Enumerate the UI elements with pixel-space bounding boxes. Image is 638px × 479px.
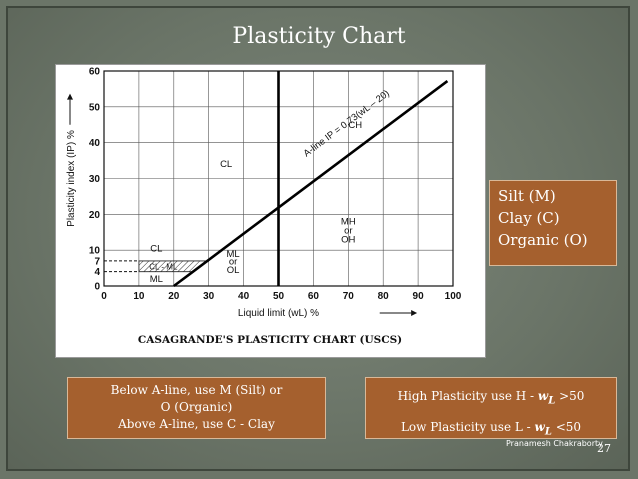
note-right-2-after: <50 [551, 420, 582, 435]
x-tick-label: 70 [343, 291, 355, 302]
region-label: ML [227, 249, 240, 260]
x-tick-label: 40 [238, 291, 250, 302]
y-tick-label: 4 [94, 267, 100, 278]
region-label: CH [348, 120, 362, 131]
region-label: CL [150, 243, 162, 254]
region-label: ML [150, 274, 163, 285]
note-right-2-before: Low Plasticity use L - [400, 420, 535, 435]
x-tick-label: 90 [413, 291, 425, 302]
note-right-line-2: Low Plasticity use L - wL <50 [366, 414, 616, 445]
x-tick-label: 0 [101, 291, 107, 302]
y-axis-arrowhead [67, 93, 73, 100]
plasticity-chart: A-line IP = 0.73(wL – 20) 0 10 20 30 40 50 60 70… [55, 64, 486, 358]
legend-box: Silt (M) Clay (C) Organic (O) [489, 180, 617, 266]
y-tick-label: 0 [94, 282, 100, 293]
region-label: OH [341, 234, 355, 245]
note-left-line-2: O (Organic) [160, 400, 233, 414]
x-axis-arrowhead [411, 310, 418, 316]
note-plasticity-level: High Plasticity use H - wL >50 Low Plast… [365, 377, 617, 439]
note-right-line-1: High Plasticity use H - wL >50 [366, 383, 616, 414]
x-tick-label: 100 [445, 291, 462, 302]
y-tick-label: 20 [89, 210, 101, 221]
note-right-1-sub: L [548, 395, 556, 407]
y-tick-label: 30 [89, 174, 101, 185]
x-axis-label: Liquid limit (wL) % [238, 308, 319, 319]
legend-silt: Silt (M) [498, 187, 556, 205]
a-line-label: A-line IP = 0.73(wL – 20) [302, 88, 392, 159]
region-label: MH [341, 217, 356, 228]
x-tick-label: 80 [378, 291, 390, 302]
legend-organic: Organic (O) [498, 231, 588, 249]
x-tick-label: 50 [273, 291, 285, 302]
note-right-2-sub: L [544, 426, 552, 438]
y-tick-label: 60 [89, 67, 101, 78]
note-right-1-before: High Plasticity use H - [397, 389, 538, 403]
note-left-line-3: Above A-line, use C - Clay [118, 417, 275, 431]
note-right-1-var: w [537, 389, 549, 403]
x-tick-label: 10 [133, 291, 145, 302]
region-label: or [344, 225, 352, 236]
page-number: 27 [597, 442, 611, 455]
slide-title: Plasticity Chart [232, 24, 406, 49]
y-axis-label: Plasticity index (IP) % [66, 130, 77, 227]
x-tick-label: 30 [203, 291, 215, 302]
region-label: or [229, 257, 237, 268]
region-label: CL [220, 159, 232, 170]
region-label: OL [227, 265, 240, 276]
note-right-2-var: w [534, 420, 545, 435]
y-tick-label: 40 [89, 138, 101, 149]
note-below-a-line: Below A-line, use M (Silt) or O (Organic… [67, 377, 326, 439]
y-tick-label: 10 [89, 246, 101, 257]
note-right-1-after: >50 [555, 389, 585, 403]
chart-svg: A-line IP = 0.73(wL – 20)0 10 20 30 40 50 60 70… [66, 67, 462, 347]
x-tick-label: 60 [308, 291, 320, 302]
y-tick-label: 50 [89, 102, 101, 113]
a-line [173, 79, 449, 288]
author-credit: Pranamesh Chakraborty [506, 439, 603, 448]
region-label: CL - ML [149, 262, 178, 271]
x-tick-label: 20 [168, 291, 180, 302]
note-left-line-1: Below A-line, use M (Silt) or [110, 383, 283, 397]
legend-clay: Clay (C) [498, 209, 560, 227]
chart-title: CASAGRANDE'S PLASTICITY CHART (USCS) [138, 334, 402, 346]
y-tick-label: 7 [94, 256, 100, 267]
